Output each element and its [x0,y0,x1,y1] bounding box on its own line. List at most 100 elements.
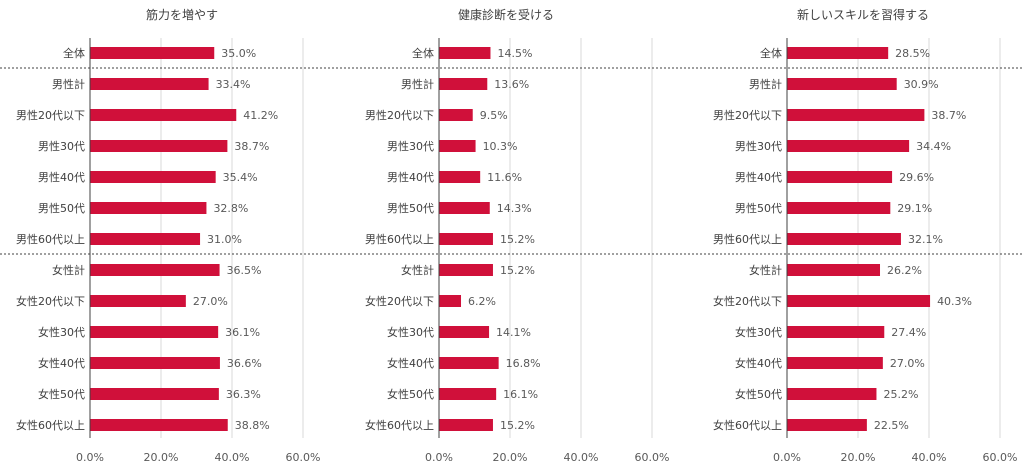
tick-label-1-2: 20.0% [144,451,179,464]
value-label-1-9: 27.0% [193,295,228,308]
bar-2-9 [439,295,462,307]
value-label-2-4: 10.3% [483,140,518,153]
bar-1-4 [90,140,228,152]
bar-1-5 [90,171,216,183]
category-label-1-13: 女性60代以上 [16,418,85,432]
bar-1-12 [90,388,219,400]
value-label-2-1: 14.5% [497,47,532,60]
bar-3-1 [787,47,889,59]
value-label-2-5: 11.6% [487,171,522,184]
value-label-2-13: 15.2% [500,419,535,432]
tick-label-3-4: 60.0% [983,451,1018,464]
category-label-3-1: 全体 [760,46,782,60]
bar-3-7 [787,233,901,245]
value-label-1-7: 31.0% [207,233,242,246]
category-label-1-12: 女性50代 [38,387,85,401]
value-label-2-6: 14.3% [497,202,532,215]
category-label-1-1: 全体 [63,46,85,60]
bar-3-13 [787,419,867,431]
category-label-1-6: 男性50代 [38,201,85,215]
category-label-2-6: 男性50代 [387,201,434,215]
bar-2-1 [439,47,491,59]
tick-label-3-1: 0.0% [773,451,801,464]
tick-label-3-2: 20.0% [841,451,876,464]
tick-label-1-3: 40.0% [215,451,250,464]
category-label-3-13: 女性60代以上 [713,418,782,432]
category-label-1-4: 男性30代 [38,139,85,153]
value-label-1-3: 41.2% [243,109,278,122]
tick-label-1-1: 0.0% [76,451,104,464]
value-label-1-5: 35.4% [223,171,258,184]
bar-1-8 [90,264,220,276]
value-label-1-6: 32.8% [213,202,248,215]
bar-3-8 [787,264,881,276]
bar-3-3 [787,109,925,121]
category-label-1-11: 女性40代 [38,356,85,370]
category-label-2-4: 男性30代 [387,139,434,153]
category-label-3-11: 女性40代 [735,356,782,370]
category-label-3-6: 男性50代 [735,201,782,215]
value-label-1-1: 35.0% [221,47,256,60]
tick-label-2-3: 40.0% [564,451,599,464]
category-label-2-3: 男性20代以下 [365,108,434,122]
value-label-3-4: 34.4% [916,140,951,153]
tick-label-3-3: 40.0% [912,451,947,464]
category-label-2-8: 女性計 [401,263,434,277]
category-label-1-7: 男性60代以上 [16,232,85,246]
bar-2-2 [439,78,488,90]
bar-1-11 [90,357,220,369]
category-label-1-3: 男性20代以下 [16,108,85,122]
bar-3-9 [787,295,931,307]
category-label-3-4: 男性30代 [735,139,782,153]
category-label-2-11: 女性40代 [387,356,434,370]
category-label-2-2: 男性計 [401,77,434,91]
bar-1-3 [90,109,237,121]
value-label-3-6: 29.1% [897,202,932,215]
category-label-3-5: 男性40代 [735,170,782,184]
category-label-1-9: 女性20代以下 [16,294,85,308]
value-label-1-11: 36.6% [227,357,262,370]
bar-1-13 [90,419,228,431]
bar-1-6 [90,202,207,214]
value-label-3-10: 27.4% [891,326,926,339]
category-label-1-2: 男性計 [52,77,85,91]
chart-title-3: 新しいスキルを習得する [797,7,929,22]
value-label-3-1: 28.5% [895,47,930,60]
bar-1-7 [90,233,201,245]
bar-3-5 [787,171,893,183]
value-label-2-12: 16.1% [503,388,538,401]
category-label-2-1: 全体 [412,46,434,60]
value-label-2-8: 15.2% [500,264,535,277]
value-label-3-2: 30.9% [904,78,939,91]
value-label-2-9: 6.2% [468,295,496,308]
category-label-1-5: 男性40代 [38,170,85,184]
value-label-1-13: 38.8% [235,419,270,432]
value-label-3-13: 22.5% [874,419,909,432]
value-label-3-3: 38.7% [931,109,966,122]
tick-label-2-1: 0.0% [425,451,453,464]
bar-3-2 [787,78,897,90]
category-label-2-7: 男性60代以上 [365,232,434,246]
bar-2-7 [439,233,493,245]
bar-3-12 [787,388,877,400]
bar-2-5 [439,171,481,183]
bar-2-4 [439,140,476,152]
category-label-3-10: 女性30代 [735,325,782,339]
bar-2-13 [439,419,493,431]
tick-label-2-2: 20.0% [493,451,528,464]
value-label-1-12: 36.3% [226,388,261,401]
value-label-3-8: 26.2% [887,264,922,277]
bar-2-12 [439,388,497,400]
bar-2-3 [439,109,473,121]
value-label-3-9: 40.3% [937,295,972,308]
value-label-1-4: 38.7% [234,140,269,153]
bar-3-6 [787,202,891,214]
bar-2-11 [439,357,499,369]
bar-2-10 [439,326,490,338]
value-label-2-2: 13.6% [494,78,529,91]
value-label-1-2: 33.4% [216,78,251,91]
bar-1-10 [90,326,219,338]
value-label-1-8: 36.5% [227,264,262,277]
